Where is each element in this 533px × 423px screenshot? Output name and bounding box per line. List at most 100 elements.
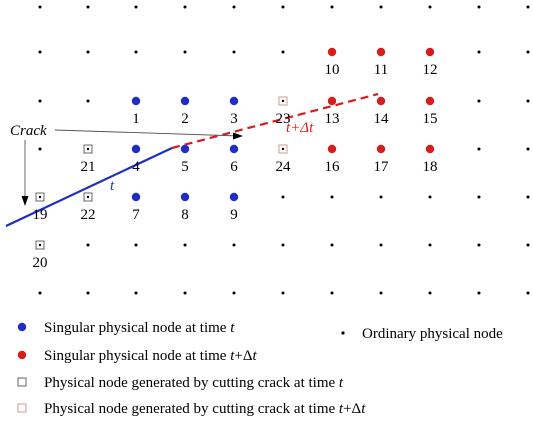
ordinary-node [526,147,530,151]
ordinary-node [38,5,42,9]
crack-annotation: Crack t t+Δt [10,120,314,206]
singular-node-t [229,96,239,106]
ordinary-node [86,50,90,54]
singular-node-t-dt [425,47,435,57]
legend-square-black-text: Physical node generated by cutting crack… [44,375,344,391]
legend-square-red-marker [17,403,27,413]
ordinary-node [281,195,285,199]
cut-node-t-dt-center [281,147,285,151]
ordinary-node [526,99,530,103]
node-label: 7 [132,207,140,223]
ordinary-node [428,243,432,247]
node-label: 22 [81,207,96,223]
node-label: 14 [374,111,390,127]
crack-extension-at-time-t-dt [171,92,379,150]
crack-label: Crack [10,123,47,139]
node-label: 18 [423,159,438,175]
ordinary-node [38,147,42,151]
cut-node-t-dt [278,96,288,106]
ordinary-node [281,291,285,295]
legend-blue-text: Singular physical node at time t [44,320,235,336]
ordinary-node-grid [38,5,530,295]
ordinary-node [281,243,285,247]
node-label: 24 [276,159,292,175]
singular-node-t [180,144,190,154]
ordinary-node [38,50,42,54]
ordinary-node [379,291,383,295]
node-label: 13 [325,111,340,127]
node-label: 9 [230,207,238,223]
legend-square-red-text: Physical node generated by cutting crack… [44,401,366,417]
cut-node-t-center [38,243,42,247]
singular-node-t [131,192,141,202]
legend-ordinary-text: Ordinary physical node [362,326,503,342]
ordinary-node [134,50,138,54]
ordinary-node [183,5,187,9]
ordinary-node [183,243,187,247]
ordinary-node [134,243,138,247]
ordinary-node [86,243,90,247]
ordinary-node [38,291,42,295]
crack-at-time-t [5,147,173,227]
node-label: 5 [181,159,189,175]
ordinary-node [232,243,236,247]
node-label: 10 [325,62,340,78]
ordinary-node [379,195,383,199]
legend-blue-marker [17,322,27,332]
node-label: 16 [325,159,341,175]
singular-node-t-dt [327,144,337,154]
node-label: 4 [132,159,140,175]
legend-ordinary-marker [341,331,345,335]
ordinary-node [526,243,530,247]
ordinary-node [379,243,383,247]
ordinary-node [38,99,42,103]
singular-node-t-dt [327,96,337,106]
ordinary-node [526,291,530,295]
node-label: 17 [374,159,390,175]
ordinary-node [232,291,236,295]
node-label: 20 [33,255,48,271]
node-label: 3 [230,111,238,127]
ordinary-node [330,243,334,247]
cut-node-t-center [86,195,90,199]
ordinary-node [526,50,530,54]
singular-node-t [131,96,141,106]
ordinary-node [526,195,530,199]
ordinary-node [477,243,481,247]
cut-node-t-center [38,195,42,199]
ordinary-node [428,291,432,295]
ordinary-node [330,5,334,9]
ordinary-node [379,5,383,9]
ordinary-node [477,5,481,9]
ordinary-node [477,99,481,103]
ordinary-node [330,291,334,295]
singular-node-t [180,96,190,106]
node-label: 8 [181,207,189,223]
singular-node-t-dt [425,144,435,154]
node-label: 1 [132,111,140,127]
ordinary-node [281,5,285,9]
cut-node-t [83,144,93,154]
ordinary-node [477,195,481,199]
ordinary-node [232,50,236,54]
node-label: 15 [423,111,438,127]
ordinary-node [183,291,187,295]
t-dt-label: t+Δt [286,120,314,136]
singular-node-t-dt [425,96,435,106]
singular-node-t [180,192,190,202]
ordinary-node [477,147,481,151]
ordinary-node [281,50,285,54]
legend-red-marker [17,350,27,360]
singular-node-t [229,192,239,202]
ordinary-node [428,195,432,199]
singular-node-t-dt [327,47,337,57]
cut-node-t-dt-center [281,99,285,103]
node-label: 11 [374,62,388,78]
legend-square-black-marker [17,377,27,387]
legend-red-text: Singular physical node at time t+Δt [44,348,258,364]
ordinary-node [330,195,334,199]
singular-node-t [131,144,141,154]
ordinary-node [477,50,481,54]
